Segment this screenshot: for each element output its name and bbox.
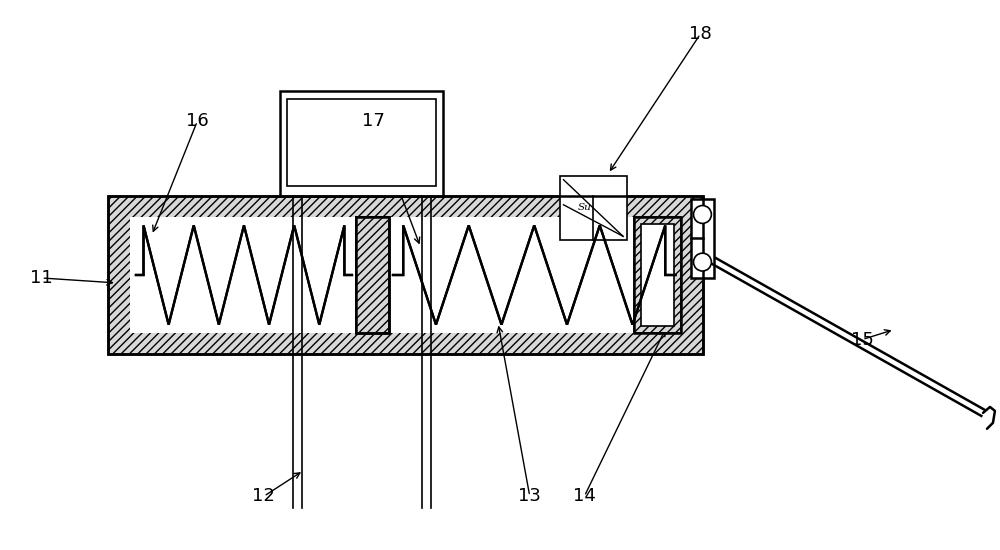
Bar xyxy=(560,176,627,240)
Bar xyxy=(356,217,389,333)
Bar xyxy=(634,217,681,333)
Bar xyxy=(108,196,703,354)
Bar xyxy=(634,217,681,333)
Bar xyxy=(389,217,682,333)
Bar xyxy=(280,91,443,196)
Text: 15: 15 xyxy=(851,331,874,349)
Bar xyxy=(287,100,436,186)
Bar xyxy=(130,217,356,333)
Bar xyxy=(108,196,703,354)
Bar xyxy=(356,217,389,333)
Bar xyxy=(130,217,682,333)
Bar xyxy=(691,199,714,278)
Bar xyxy=(634,217,681,333)
Bar xyxy=(280,91,443,196)
Text: 17: 17 xyxy=(362,112,384,130)
Text: 13: 13 xyxy=(518,487,541,505)
Text: 16: 16 xyxy=(186,112,209,130)
Bar xyxy=(356,217,389,333)
Text: 12: 12 xyxy=(252,487,275,505)
Bar xyxy=(634,217,681,333)
Bar xyxy=(560,176,627,240)
Circle shape xyxy=(694,206,711,223)
Text: Su: Su xyxy=(577,204,591,212)
Text: 14: 14 xyxy=(573,487,596,505)
Bar xyxy=(108,196,703,354)
Bar xyxy=(641,224,674,326)
Bar xyxy=(691,199,714,278)
Bar xyxy=(356,217,389,333)
Bar xyxy=(356,217,389,333)
Text: 18: 18 xyxy=(689,25,712,43)
Bar xyxy=(641,224,674,326)
Bar xyxy=(356,217,389,333)
Bar xyxy=(130,217,682,333)
Text: 11: 11 xyxy=(30,269,53,287)
Circle shape xyxy=(694,253,711,271)
